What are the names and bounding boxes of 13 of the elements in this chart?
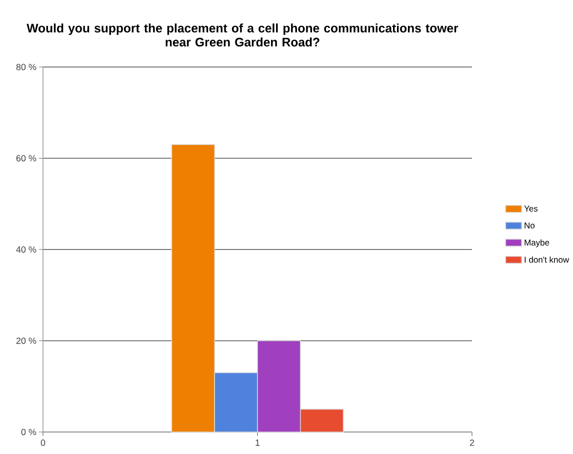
legend-label: Maybe (524, 239, 550, 248)
x-tick-label: 0 (40, 440, 46, 446)
x-tick-label: 2 (470, 440, 474, 446)
y-tick-label: 80 % (16, 64, 36, 70)
y-tick-label: 60 % (16, 155, 36, 162)
legend-label: I don't know (524, 256, 570, 263)
chart-title: Would you support the placement of a cell phone communications tower near Green Garden Road? (26, 23, 458, 47)
legend-label: Yes (524, 206, 538, 212)
legend-label: No (524, 222, 535, 228)
x-tick-label: 1 (256, 440, 260, 446)
y-tick-label: 20 % (16, 338, 36, 344)
y-tick-label: 0 % (21, 428, 36, 436)
y-tick-label: 40 % (16, 246, 36, 253)
